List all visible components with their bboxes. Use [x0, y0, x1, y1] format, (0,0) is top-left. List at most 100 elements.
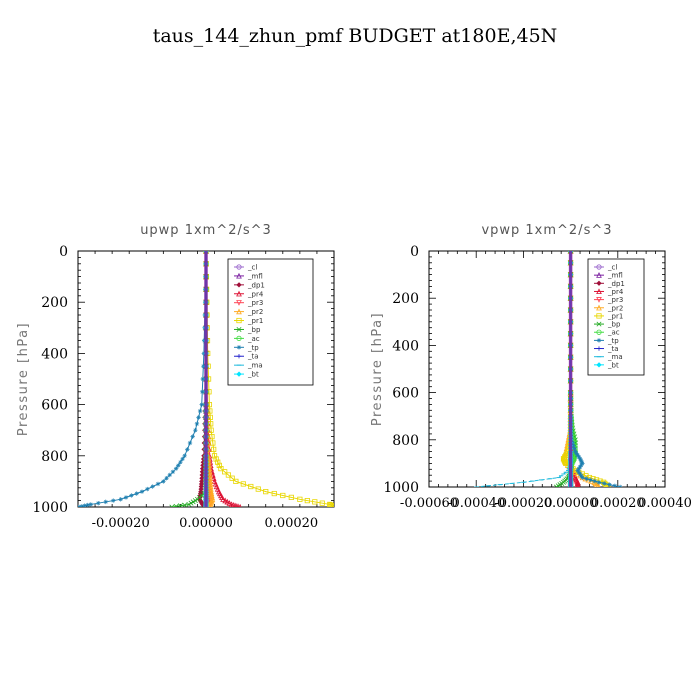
legend-marker [236, 345, 242, 350]
y-tick-label: 1000 [32, 500, 68, 516]
legend-item-dp1: _dp1 [594, 280, 625, 288]
series-marker-tp [579, 458, 584, 464]
legend-label: _dp1 [247, 281, 265, 289]
series-marker-tp [576, 470, 582, 475]
series-marker-pr1 [218, 465, 224, 472]
series-marker-tp [577, 471, 583, 477]
series-marker-pr1 [304, 497, 310, 504]
series-marker-tp [185, 447, 190, 452]
series-marker-pr4 [575, 482, 580, 487]
series-marker-tp [88, 502, 93, 507]
legend-label: _bp [607, 321, 621, 329]
legend-marker [596, 321, 602, 327]
series-marker-pr1 [329, 503, 334, 507]
series-marker-pr1 [208, 427, 214, 433]
series-marker-tp [200, 389, 205, 394]
series-marker-pr4 [222, 497, 229, 504]
legend-label: _cl [607, 264, 617, 272]
legend-label: _pr4 [607, 288, 624, 296]
series-marker-pr2 [207, 478, 214, 485]
legend-label: _pr2 [607, 304, 623, 312]
series-marker-tp [82, 503, 87, 507]
y-tick-label: 1000 [383, 480, 419, 496]
series-marker-pr1 [330, 503, 334, 507]
legend-marker [596, 288, 602, 295]
series-marker-tp [150, 484, 155, 489]
legend-item-pr2: _pr2 [234, 308, 263, 316]
legend-item-ac: _ac [234, 335, 260, 343]
y-tick-label: 0 [59, 244, 68, 260]
x-tick-label: -0.00020 [92, 516, 150, 531]
legend-marker [236, 335, 242, 341]
legend-label: _pr3 [247, 299, 263, 307]
y-axis-label: Pressure [hPa] [16, 322, 31, 436]
legend-marker [236, 264, 242, 270]
series-marker-tp [200, 376, 205, 382]
legend-label: _ac [247, 335, 260, 343]
panel-title: upwp 1xm^2/s^3 [140, 223, 272, 238]
series-marker-tp [182, 453, 187, 458]
x-tick-label: 0.00020 [264, 516, 318, 531]
series-marker-tp [577, 464, 583, 470]
panels: upwp 1xm^2/s^3 Pressure [hPa] 0 200 400 600 80… [16, 223, 692, 531]
series-marker-tp [145, 486, 150, 492]
series-marker-pr4 [226, 500, 233, 506]
legend-marker [596, 304, 602, 311]
chart-panel-1: upwp 1xm^2/s^3 Pressure [hPa] 0 200 400 600 80… [16, 223, 335, 531]
series-marker-tp [584, 476, 589, 481]
series-marker-tp [596, 480, 602, 485]
y-tick-label: 600 [392, 386, 419, 402]
legend-item-pr3: _pr3 [234, 299, 263, 307]
series-marker-pr4 [224, 498, 231, 505]
legend-label: _tp [607, 337, 619, 345]
series-marker-bp [177, 503, 183, 507]
series-marker-pr1 [229, 475, 235, 481]
series-marker-tp [199, 402, 204, 407]
series-marker-tp [161, 479, 166, 484]
y-tick-label: 800 [392, 433, 419, 449]
legend-marker [236, 300, 242, 306]
legend-item-ma: _ma [234, 362, 263, 370]
series-marker-tp [178, 460, 183, 465]
series-marker-tp [579, 473, 584, 478]
series-marker-tp [588, 477, 593, 483]
legend-item-pr4: _pr4 [234, 290, 264, 298]
y-tick-label: 800 [41, 449, 68, 465]
legend-label: _ta [607, 345, 619, 353]
series-marker-tp [602, 481, 607, 486]
series-marker-tp [578, 457, 583, 463]
x-tick-label: 0.00020 [591, 496, 645, 511]
series-marker-pr1 [210, 440, 216, 446]
legend-marker [236, 371, 242, 377]
series-marker-pr1 [288, 494, 294, 501]
series-marker-pr2 [208, 485, 214, 492]
series-marker-tp [111, 498, 116, 503]
series-marker-tp [571, 443, 576, 448]
series-marker-tp [167, 472, 172, 478]
legend-marker [596, 264, 602, 270]
legend-box [227, 258, 314, 386]
legend-item-bt: _bt [594, 361, 619, 369]
legend-marker [236, 317, 242, 324]
series-marker-pr1 [222, 469, 228, 475]
legend-marker [596, 346, 602, 351]
legend-item-pr1: _pr1 [234, 317, 263, 325]
series-marker-bp [169, 504, 175, 507]
series-marker-tp [576, 454, 582, 460]
x-tick-label: -0.00040 [447, 496, 505, 511]
series-marker-pr1 [263, 489, 269, 495]
series-marker-tp [96, 500, 101, 506]
legend-item-bp: _bp [594, 321, 621, 329]
legend-marker [596, 329, 602, 335]
legend-marker [596, 280, 602, 286]
legend-item-ta: _ta [234, 353, 259, 361]
series-marker-tp [79, 504, 84, 507]
legend-label: _ma [607, 353, 623, 361]
series-marker-tp [579, 460, 585, 465]
legend-label: _pr1 [247, 317, 263, 325]
x-tick-label: -0.00020 [494, 496, 552, 511]
series-marker-tp [574, 451, 579, 456]
y-tick-label: 200 [41, 295, 68, 311]
series-marker-tp [123, 495, 129, 500]
